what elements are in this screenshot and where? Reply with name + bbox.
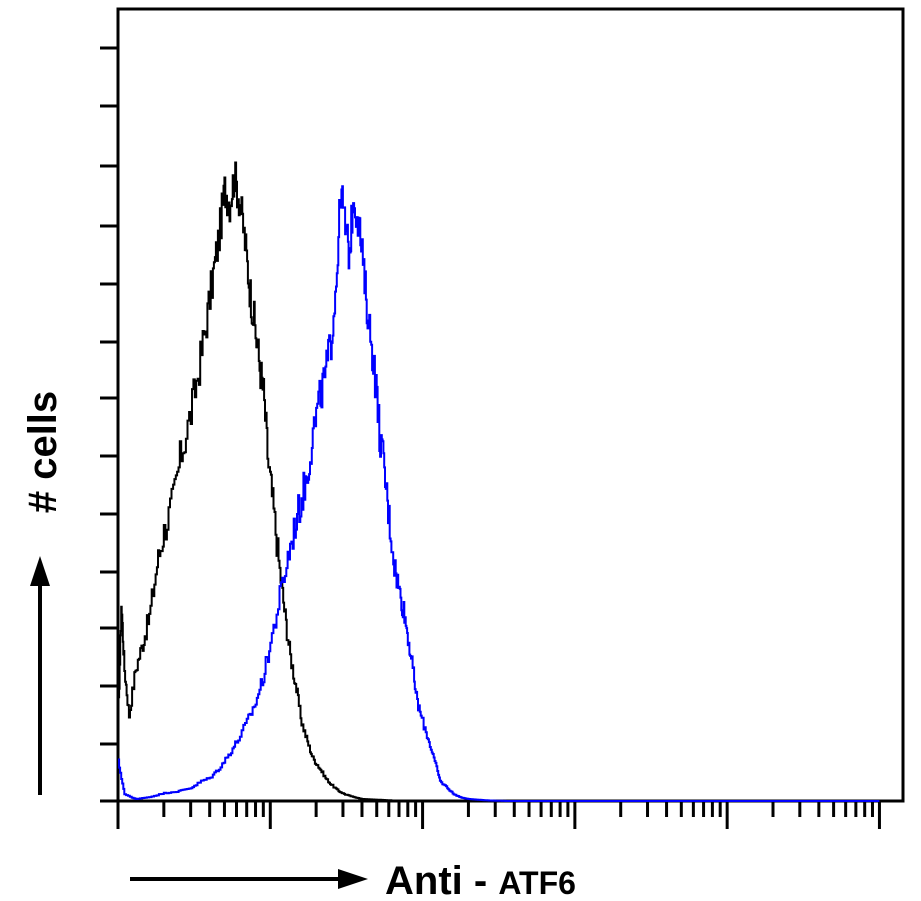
series-line-black [117, 161, 423, 802]
y-axis-title: # cells [21, 391, 65, 513]
x-axis-ticks [116, 801, 881, 829]
series-line-blue [118, 185, 880, 802]
y-axis-ticks [100, 46, 118, 803]
plot-frame [116, 7, 905, 803]
x-axis-arrow [130, 869, 368, 889]
histogram-series [117, 161, 880, 802]
y-axis-arrow [30, 556, 50, 795]
x-axis-title-target: ATF6 [498, 865, 576, 901]
x-axis-title: Anti - ATF6 [385, 859, 576, 901]
x-axis-title-main: Anti - [385, 859, 498, 901]
